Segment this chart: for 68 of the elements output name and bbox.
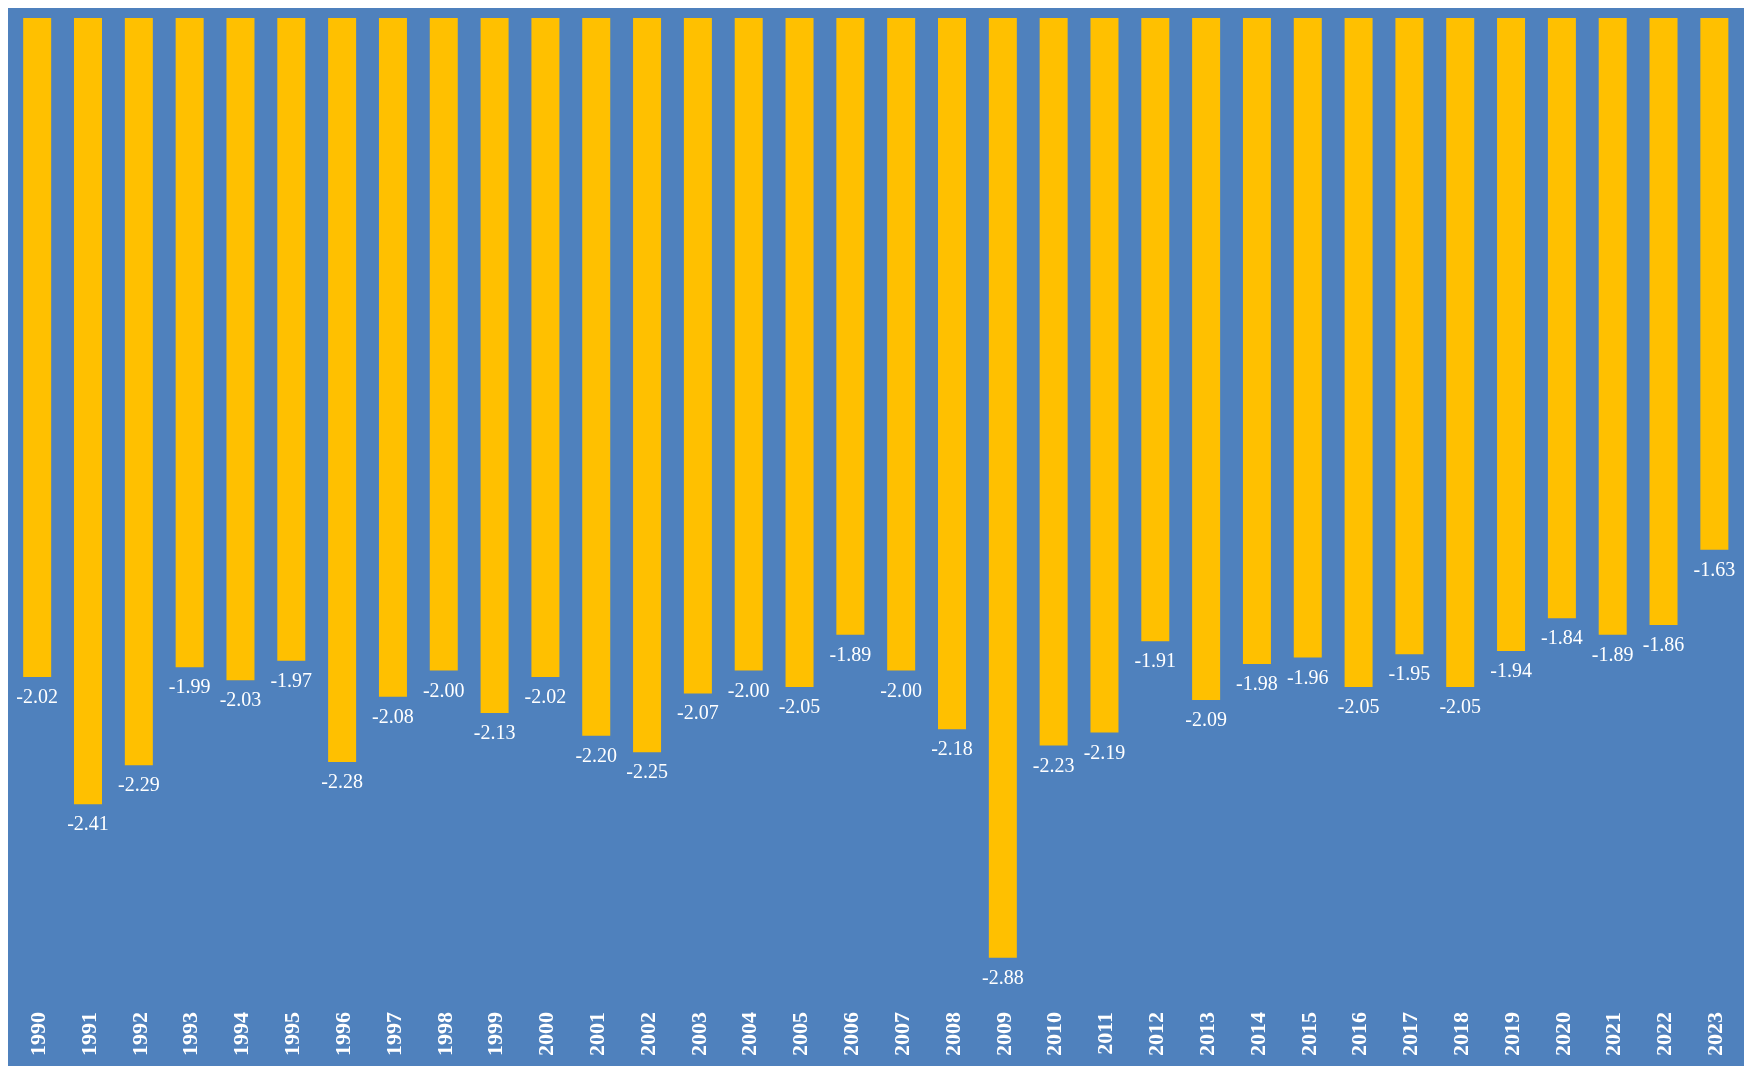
x-tick-label: 2000: [533, 1012, 559, 1056]
x-tick-label: 2003: [685, 1012, 711, 1056]
data-label: -2.05: [1439, 694, 1482, 717]
x-tick-label: 2018: [1447, 1012, 1473, 1056]
data-label: -2.08: [372, 704, 414, 727]
data-label: -1.89: [1591, 642, 1634, 665]
x-tick-label: 2004: [736, 1012, 762, 1056]
data-label: -1.89: [829, 642, 872, 665]
data-label: -1.86: [1642, 632, 1685, 655]
x-tick-label: 1995: [279, 1012, 305, 1056]
data-label: -1.97: [270, 668, 313, 691]
x-tick-label: 2019: [1498, 1012, 1524, 1056]
x-tick-label: 2020: [1549, 1012, 1575, 1056]
data-label: -2.13: [473, 721, 516, 743]
x-tick-label: 2022: [1651, 1012, 1677, 1056]
data-label: -2.00: [727, 678, 770, 701]
x-tick-label: 1993: [177, 1012, 203, 1056]
data-label: -2.19: [1083, 740, 1126, 763]
data-label: -2.03: [219, 688, 262, 711]
data-label: -2.02: [16, 685, 59, 708]
x-tick-label: 2014: [1244, 1012, 1270, 1056]
x-tick-label: 2009: [990, 1012, 1016, 1056]
x-tick-label: 2017: [1397, 1012, 1423, 1056]
x-tick-label: 1998: [431, 1012, 457, 1056]
x-tick-label: 1992: [126, 1012, 152, 1056]
data-label: -2.20: [575, 743, 618, 766]
data-label: -1.91: [1134, 649, 1177, 672]
data-label: -1.96: [1286, 665, 1329, 688]
data-label: -1.95: [1388, 662, 1431, 685]
data-label: -2.88: [981, 965, 1024, 988]
x-tick-label: 1994: [228, 1012, 254, 1056]
x-tick-label: 2016: [1346, 1012, 1372, 1056]
data-label: -2.23: [1032, 753, 1075, 776]
x-tick-label: 2008: [939, 1012, 965, 1056]
x-tick-label: 2001: [583, 1012, 609, 1056]
data-label: -2.41: [67, 812, 109, 835]
x-tick-label: 2023: [1702, 1012, 1728, 1056]
data-label: -2.00: [422, 678, 465, 701]
x-tick-label: 2015: [1295, 1012, 1321, 1056]
x-tick-label: 2005: [787, 1012, 813, 1056]
x-tick-label: 1999: [482, 1012, 508, 1056]
data-label: -2.02: [524, 685, 567, 708]
x-tick-label: 2006: [838, 1012, 864, 1056]
data-label: -1.94: [1490, 659, 1532, 681]
x-tick-label: 1991: [75, 1012, 101, 1056]
x-tick-label: 2011: [1092, 1012, 1118, 1055]
x-tick-label: 2010: [1041, 1012, 1067, 1056]
x-tick-label: 1990: [24, 1012, 50, 1056]
data-label: -2.25: [626, 760, 668, 783]
x-tick-label: 2007: [888, 1012, 914, 1056]
data-label: -2.29: [117, 773, 160, 796]
data-label: -1.99: [168, 675, 211, 698]
data-label: -2.09: [1185, 707, 1227, 730]
data-label: -2.07: [677, 701, 719, 724]
x-tick-label: 1996: [329, 1012, 355, 1056]
data-label: -1.98: [1236, 672, 1278, 695]
data-label: -2.18: [931, 737, 973, 760]
data-label: -2.05: [1337, 694, 1380, 717]
x-tick-label: 2013: [1193, 1012, 1219, 1056]
x-tick-label: 1997: [380, 1012, 406, 1056]
data-label: -2.00: [880, 678, 923, 701]
data-label: -2.05: [778, 694, 821, 717]
data-label: -1.84: [1541, 626, 1583, 649]
data-label: -2.28: [321, 769, 363, 792]
x-tick-label: 2002: [634, 1012, 660, 1056]
x-tick-label: 2012: [1143, 1012, 1169, 1056]
x-tick-label: 2021: [1600, 1012, 1626, 1056]
data-label: -1.63: [1693, 557, 1736, 580]
